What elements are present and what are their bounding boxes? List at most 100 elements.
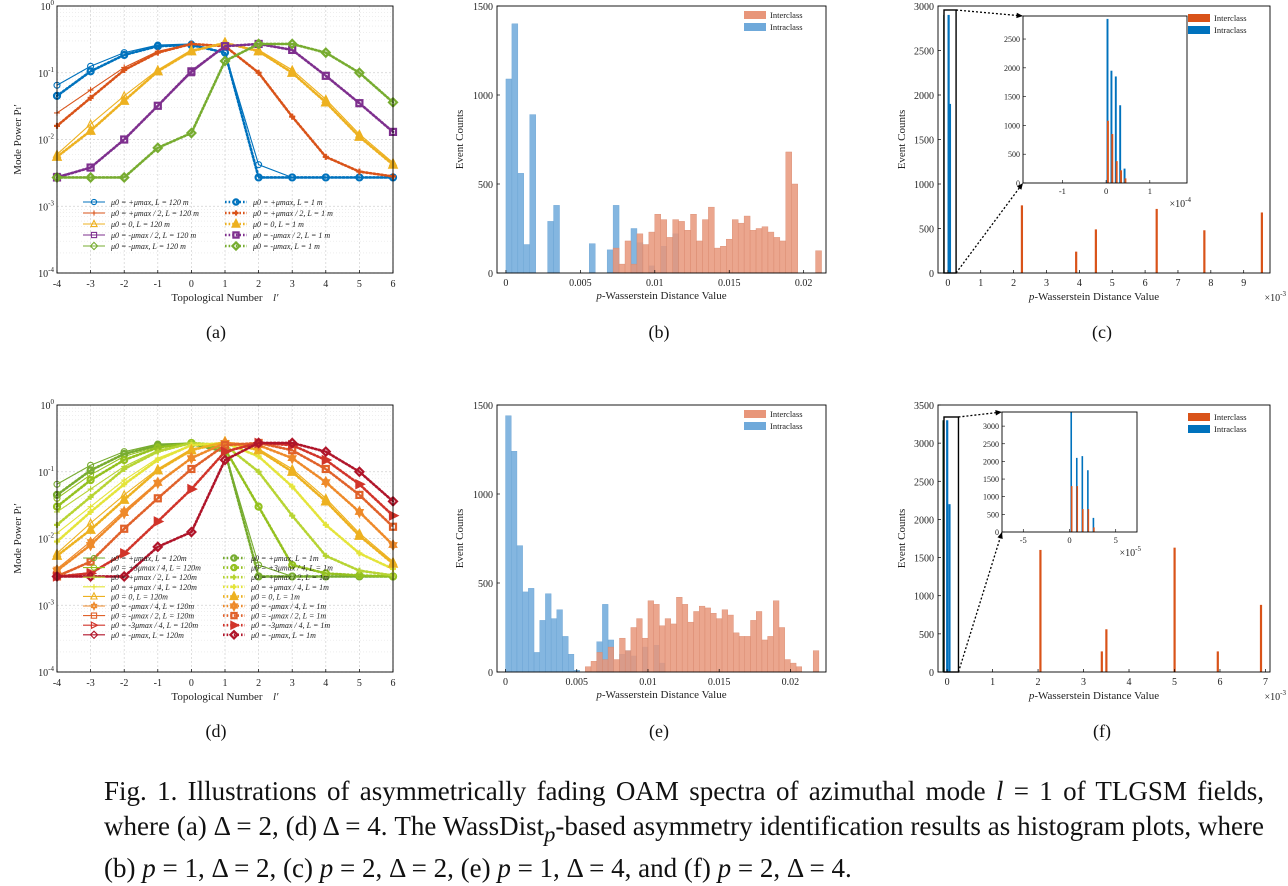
axes-box — [496, 404, 827, 673]
interclass-bar — [778, 627, 785, 673]
legend-label: μ0 = +μmax / 2, L = 1 m — [252, 209, 333, 218]
interclass-bar — [636, 618, 643, 673]
interclass-bar — [642, 637, 649, 673]
zoom-arrow-top-head — [995, 410, 1002, 416]
inset-y-tick-label: 1000 — [983, 493, 999, 502]
y-tick-label: 2000 — [914, 515, 934, 526]
interclass-bar — [612, 247, 620, 274]
legend-label: μ0 = +μmax, L = 1 m — [252, 198, 323, 207]
data-point — [90, 198, 98, 206]
x-axis-label: p-Wasserstein Distance Value — [595, 290, 726, 302]
legend-swatch — [1188, 14, 1210, 22]
interclass-bar — [654, 214, 661, 274]
data-point — [219, 454, 231, 466]
x-tick-label: -4 — [53, 279, 61, 290]
x-axis-label: Topological Number — [171, 691, 263, 703]
panel-label: (e) — [649, 721, 669, 742]
data-point — [320, 446, 332, 458]
data-point — [90, 621, 99, 630]
x-tick-label: 5 — [357, 279, 362, 290]
interclass-bar — [684, 230, 691, 274]
x-axis-label-symbol: l′ — [273, 691, 279, 703]
interclass-bar — [636, 233, 644, 274]
inset-y-tick-label: 2000 — [983, 457, 999, 466]
interclass-bar — [773, 237, 781, 274]
y-tick-label: 0 — [929, 668, 934, 679]
data-point — [232, 231, 240, 239]
x-axis-label: p-Wasserstein Distance Value — [1028, 291, 1159, 303]
x-tick-label: 7 — [1175, 278, 1180, 289]
chart-e: 0 500 1000 1500 0 0.005 0.01 0.015 0.02 p-Wassers… — [454, 401, 827, 701]
data-point — [86, 163, 95, 172]
y-tick-label: 100 — [41, 0, 55, 13]
intraclass-bar — [539, 620, 546, 673]
data-point — [230, 611, 238, 620]
legend-label: μ0 = +3μmax / 4, L = 1m — [250, 564, 333, 573]
x-tick-label: 2 — [1011, 278, 1016, 289]
caption-label: Fig. 1. — [104, 776, 178, 806]
interclass-bar — [1259, 604, 1263, 672]
legend-label: μ0 = +μmax, L = 120m — [110, 554, 187, 563]
inset-x-tick-label: -5 — [1020, 535, 1027, 545]
x-tick-label: 4 — [1077, 278, 1082, 289]
interclass-bar — [738, 636, 746, 673]
inset-y-tick-label: 3000 — [983, 422, 999, 431]
data-point — [253, 44, 264, 56]
axes-box — [496, 5, 827, 274]
y-tick-label: 3500 — [914, 401, 934, 412]
x-tick-label: 3 — [290, 279, 295, 290]
interclass-bar — [702, 219, 709, 274]
intraclass-bar — [1087, 470, 1089, 532]
interclass-bar — [687, 621, 694, 673]
legend-swatch — [744, 422, 766, 430]
figure-canvas: -4 -3 -2 -1 0 1 2 3 4 5 610010-110-210-310-4Topolo… — [12, 0, 1286, 742]
data-point — [85, 570, 97, 583]
data-point — [321, 173, 330, 182]
legend-swatch — [744, 11, 766, 19]
legend-label: μ0 = +μmax / 4, L = 1m — [250, 583, 329, 592]
interclass-bar — [690, 214, 697, 274]
legend-label: μ0 = 0, L = 1 m — [252, 220, 304, 229]
data-point — [254, 572, 263, 581]
data-point — [85, 542, 96, 552]
y-tick-label: 1000 — [914, 592, 934, 603]
interclass-bar — [1155, 208, 1158, 273]
data-point — [286, 465, 298, 476]
legend-label: Intraclass — [770, 22, 803, 32]
intraclass-bar — [568, 654, 575, 673]
data-point — [320, 47, 332, 59]
data-point — [253, 437, 265, 449]
data-point — [321, 464, 330, 474]
x-tick-label: 6 — [391, 678, 396, 689]
panel-label: (d) — [206, 721, 227, 742]
data-point — [220, 446, 232, 457]
y-tick-label: 0 — [488, 269, 493, 280]
interclass-bar — [699, 605, 706, 673]
interclass-bar — [720, 246, 727, 274]
data-point — [321, 71, 330, 80]
chart-d: -4 -3 -2 -1 0 1 2 3 4 5 6 100 10-1 10-2 10-3 10-4 Topolo… — [12, 398, 400, 703]
interclass-bar — [727, 614, 734, 673]
data-point — [186, 44, 197, 56]
interclass-bar — [761, 639, 768, 673]
x-tick-label: 6 — [1217, 677, 1222, 688]
y-tick-label: 2500 — [914, 47, 934, 58]
legend-label: μ0 = -3μmax / 4, L = 120m — [110, 621, 198, 630]
interclass-bar — [1216, 651, 1219, 672]
legend-label: μ0 = -μmax, L = 1m — [250, 631, 316, 640]
legend-label: Intraclass — [1214, 25, 1247, 35]
data-point — [120, 50, 129, 60]
data-point — [118, 493, 130, 504]
legend-label: μ0 = +μmax / 2, L = 120 m — [110, 209, 199, 218]
interclass-bar — [714, 247, 721, 274]
interclass-bar — [618, 263, 626, 274]
data-point — [253, 38, 265, 50]
y-axis-label: Mode Power Pₗ′ — [12, 104, 24, 174]
legend-label: μ0 = -μmax / 2, L = 1m — [250, 612, 326, 621]
data-point — [220, 42, 230, 51]
data-point — [286, 38, 298, 50]
legend-label: μ0 = -μmax / 4, L = 120m — [110, 602, 194, 611]
data-point — [153, 516, 165, 527]
x-tick-label: 0.01 — [646, 278, 664, 289]
